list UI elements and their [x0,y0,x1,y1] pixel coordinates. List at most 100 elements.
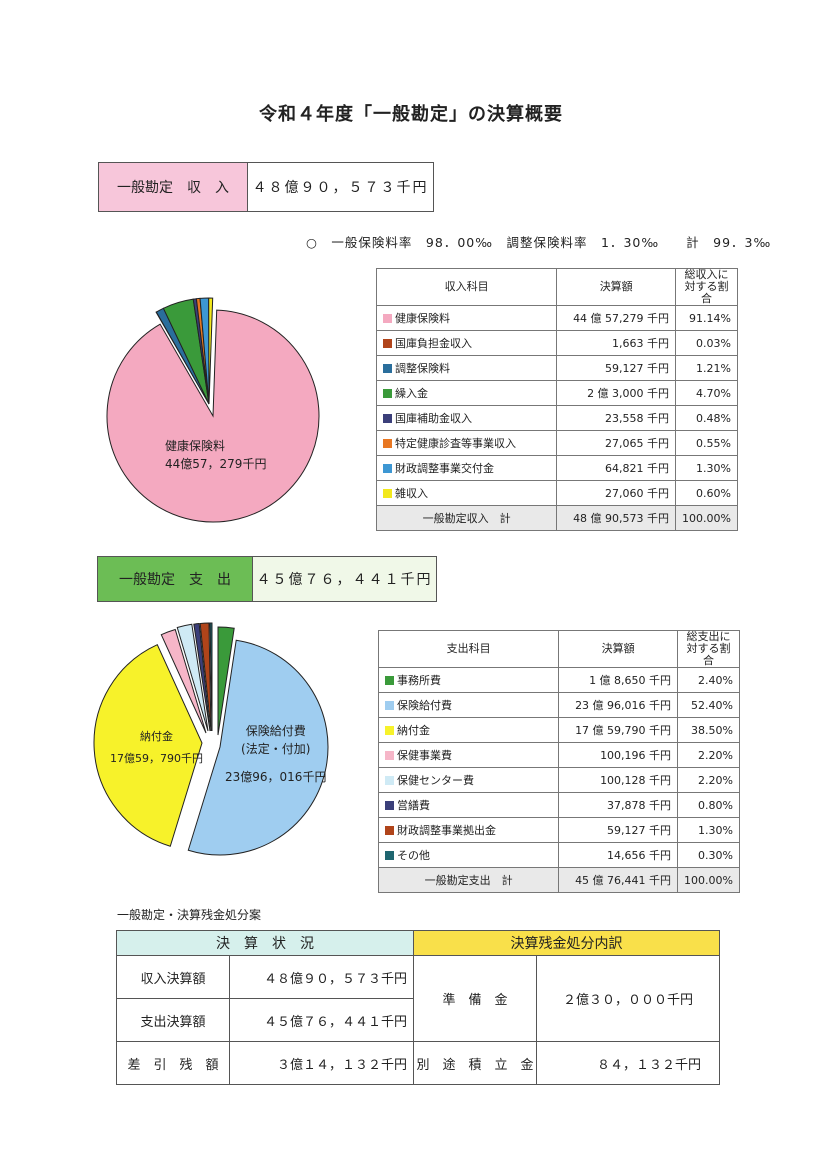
legend-swatch [385,751,394,760]
expense-row-percent: 0.30% [677,842,740,868]
expense-row-amount: 59,127 千円 [558,817,679,843]
pie-slice-2 [93,644,203,847]
expense-settlement-value: ４５億７６，４４１千円 [229,998,414,1042]
income-row: 国庫補助金収入 23,558 千円 0.48% [375,405,738,431]
balance-label: 差 引 残 額 [116,1041,230,1085]
expense-row-name: 保健センター費 [377,767,560,793]
income-row-label: 財政調整事業交付金 [395,462,494,475]
pie-slice-3 [160,628,207,734]
distribution-left-header: 決 算 状 況 [116,930,414,956]
income-row-label: 国庫負担金収入 [395,337,472,350]
expense-row-percent: 0.80% [677,792,740,818]
legend-swatch [383,339,392,348]
expense-table: 支出科目 決算額 総支出に 対する割合 事務所費 1 億 8,650 千円 2.40… [377,630,740,893]
income-row-amount: 44 億 57,279 千円 [556,305,677,331]
income-header-item: 収入科目 [375,268,558,306]
income-band: 一般勘定 収 入 ４８億９０，５７３千円 [98,162,434,212]
expense-row-percent: 2.20% [677,742,740,768]
expense-row: 財政調整事業拠出金 59,127 千円 1.30% [377,817,740,843]
income-header-amount: 決算額 [556,268,677,306]
expense-row-name: 納付金 [377,717,560,743]
rate-note: ○ 一般保険料率 98．00‰ 調整保険料率 1．30‰ 計 99．3‰ [306,235,772,250]
income-total-label: 一般勘定収入 計 [375,505,558,531]
income-total-row: 一般勘定収入 計 48 億 90,573 千円 100.00% [375,505,738,531]
expense-row-name: 財政調整事業拠出金 [377,817,560,843]
expense-row-percent: 2.20% [677,767,740,793]
income-row-percent: 0.60% [675,480,738,506]
expense-row: 保健センター費 100,128 千円 2.20% [377,767,740,793]
income-row-percent: 1.30% [675,455,738,481]
expense-total-label: 一般勘定支出 計 [377,867,560,893]
pie-slice-7 [208,297,214,405]
expense-label-b1: 納付金 [140,730,173,743]
expense-row-amount: 100,196 千円 [558,742,679,768]
expense-band-label: 一般勘定 支 出 [98,557,253,601]
expense-row: 納付金 17 億 59,790 千円 38.50% [377,717,740,743]
expense-chart-label-a: 保険給付費 (法定・付加) 23億96，016千円 [225,722,326,786]
income-band-value: ４８億９０，５７３千円 [248,163,433,211]
expense-row: その他 14,656 千円 0.30% [377,842,740,868]
income-row-name: 特定健康診査等事業収入 [375,430,558,456]
income-row-percent: 91.14% [675,305,738,331]
income-row-amount: 64,821 千円 [556,455,677,481]
income-row: 財政調整事業交付金 64,821 千円 1.30% [375,455,738,481]
income-row: 雑収入 27,060 千円 0.60% [375,480,738,506]
expense-row-name: 保険給付費 [377,692,560,718]
income-row-label: 繰入金 [395,387,428,400]
expense-row-percent: 1.30% [677,817,740,843]
expense-label-a1: 保険給付費 [245,724,306,738]
income-settlement-value: ４８億９０，５７３千円 [229,955,414,999]
legend-swatch [383,439,392,448]
income-row: 国庫負担金収入 1,663 千円 0.03% [375,330,738,356]
income-band-label: 一般勘定 収 入 [99,163,248,211]
distribution-table: 決 算 状 況 決算残金処分内訳 収入決算額 ４８億９０，５７３千円 準 備 金… [116,930,720,1085]
separate-reserve-label: 別 途 積 立 金 [413,1041,537,1085]
expense-row-label: 保険給付費 [397,699,452,712]
income-row-amount: 27,065 千円 [556,430,677,456]
expense-row-label: 保健センター費 [397,774,474,787]
expense-row-label: 営繕費 [397,799,430,812]
expense-row-percent: 2.40% [677,667,740,693]
page-title: 令和４年度「一般勘定」の決算概要 [259,104,563,125]
income-row: 繰入金 2 億 3,000 千円 4.70% [375,380,738,406]
income-total-percent: 100.00% [675,505,738,531]
expense-header-amount: 決算額 [558,630,679,668]
expense-row-percent: 52.40% [677,692,740,718]
expense-pie-chart [93,622,329,856]
pie-slice-5 [193,622,211,732]
income-header-ratio: 総収入に 対する割合 [675,268,738,306]
legend-swatch [385,726,394,735]
income-row: 調整保険料 59,127 千円 1.21% [375,355,738,381]
income-row-label: 特定健康診査等事業収入 [395,437,516,450]
expense-row-amount: 1 億 8,650 千円 [558,667,679,693]
income-row-name: 繰入金 [375,380,558,406]
pie-slice-6 [199,622,212,732]
income-row-amount: 59,127 千円 [556,355,677,381]
expense-row: 保健事業費 100,196 千円 2.20% [377,742,740,768]
expense-row-amount: 14,656 千円 [558,842,679,868]
income-settlement-label: 収入決算額 [116,955,230,999]
expense-row-label: その他 [397,849,430,862]
legend-swatch [385,801,394,810]
expense-band: 一般勘定 支 出 ４５億７６，４４１千円 [97,556,437,602]
income-row-percent: 0.48% [675,405,738,431]
legend-swatch [383,364,392,373]
income-chart-label-name: 健康保険料 [165,439,226,453]
expense-row-amount: 100,128 千円 [558,767,679,793]
income-row-amount: 23,558 千円 [556,405,677,431]
income-row-label: 雑収入 [395,487,428,500]
income-row-percent: 1.21% [675,355,738,381]
pie-slice-1 [187,639,329,856]
expense-row-label: 保健事業費 [397,749,452,762]
legend-swatch [385,776,394,785]
expense-header-item: 支出科目 [377,630,560,668]
expense-row-amount: 23 億 96,016 千円 [558,692,679,718]
income-row-label: 調整保険料 [395,362,450,375]
income-row: 特定健康診査等事業収入 27,065 千円 0.55% [375,430,738,456]
expense-row-name: 営繕費 [377,792,560,818]
expense-label-a3: 23億96，016千円 [225,770,327,784]
expense-label-a2: (法定・付加) [241,742,311,756]
income-pie-chart [106,297,320,523]
income-table: 収入科目 決算額 総収入に 対する割合 健康保険料 44 億 57,279 千円 9… [375,268,738,531]
reserve-value: ２億３０，０００千円 [536,955,720,1042]
